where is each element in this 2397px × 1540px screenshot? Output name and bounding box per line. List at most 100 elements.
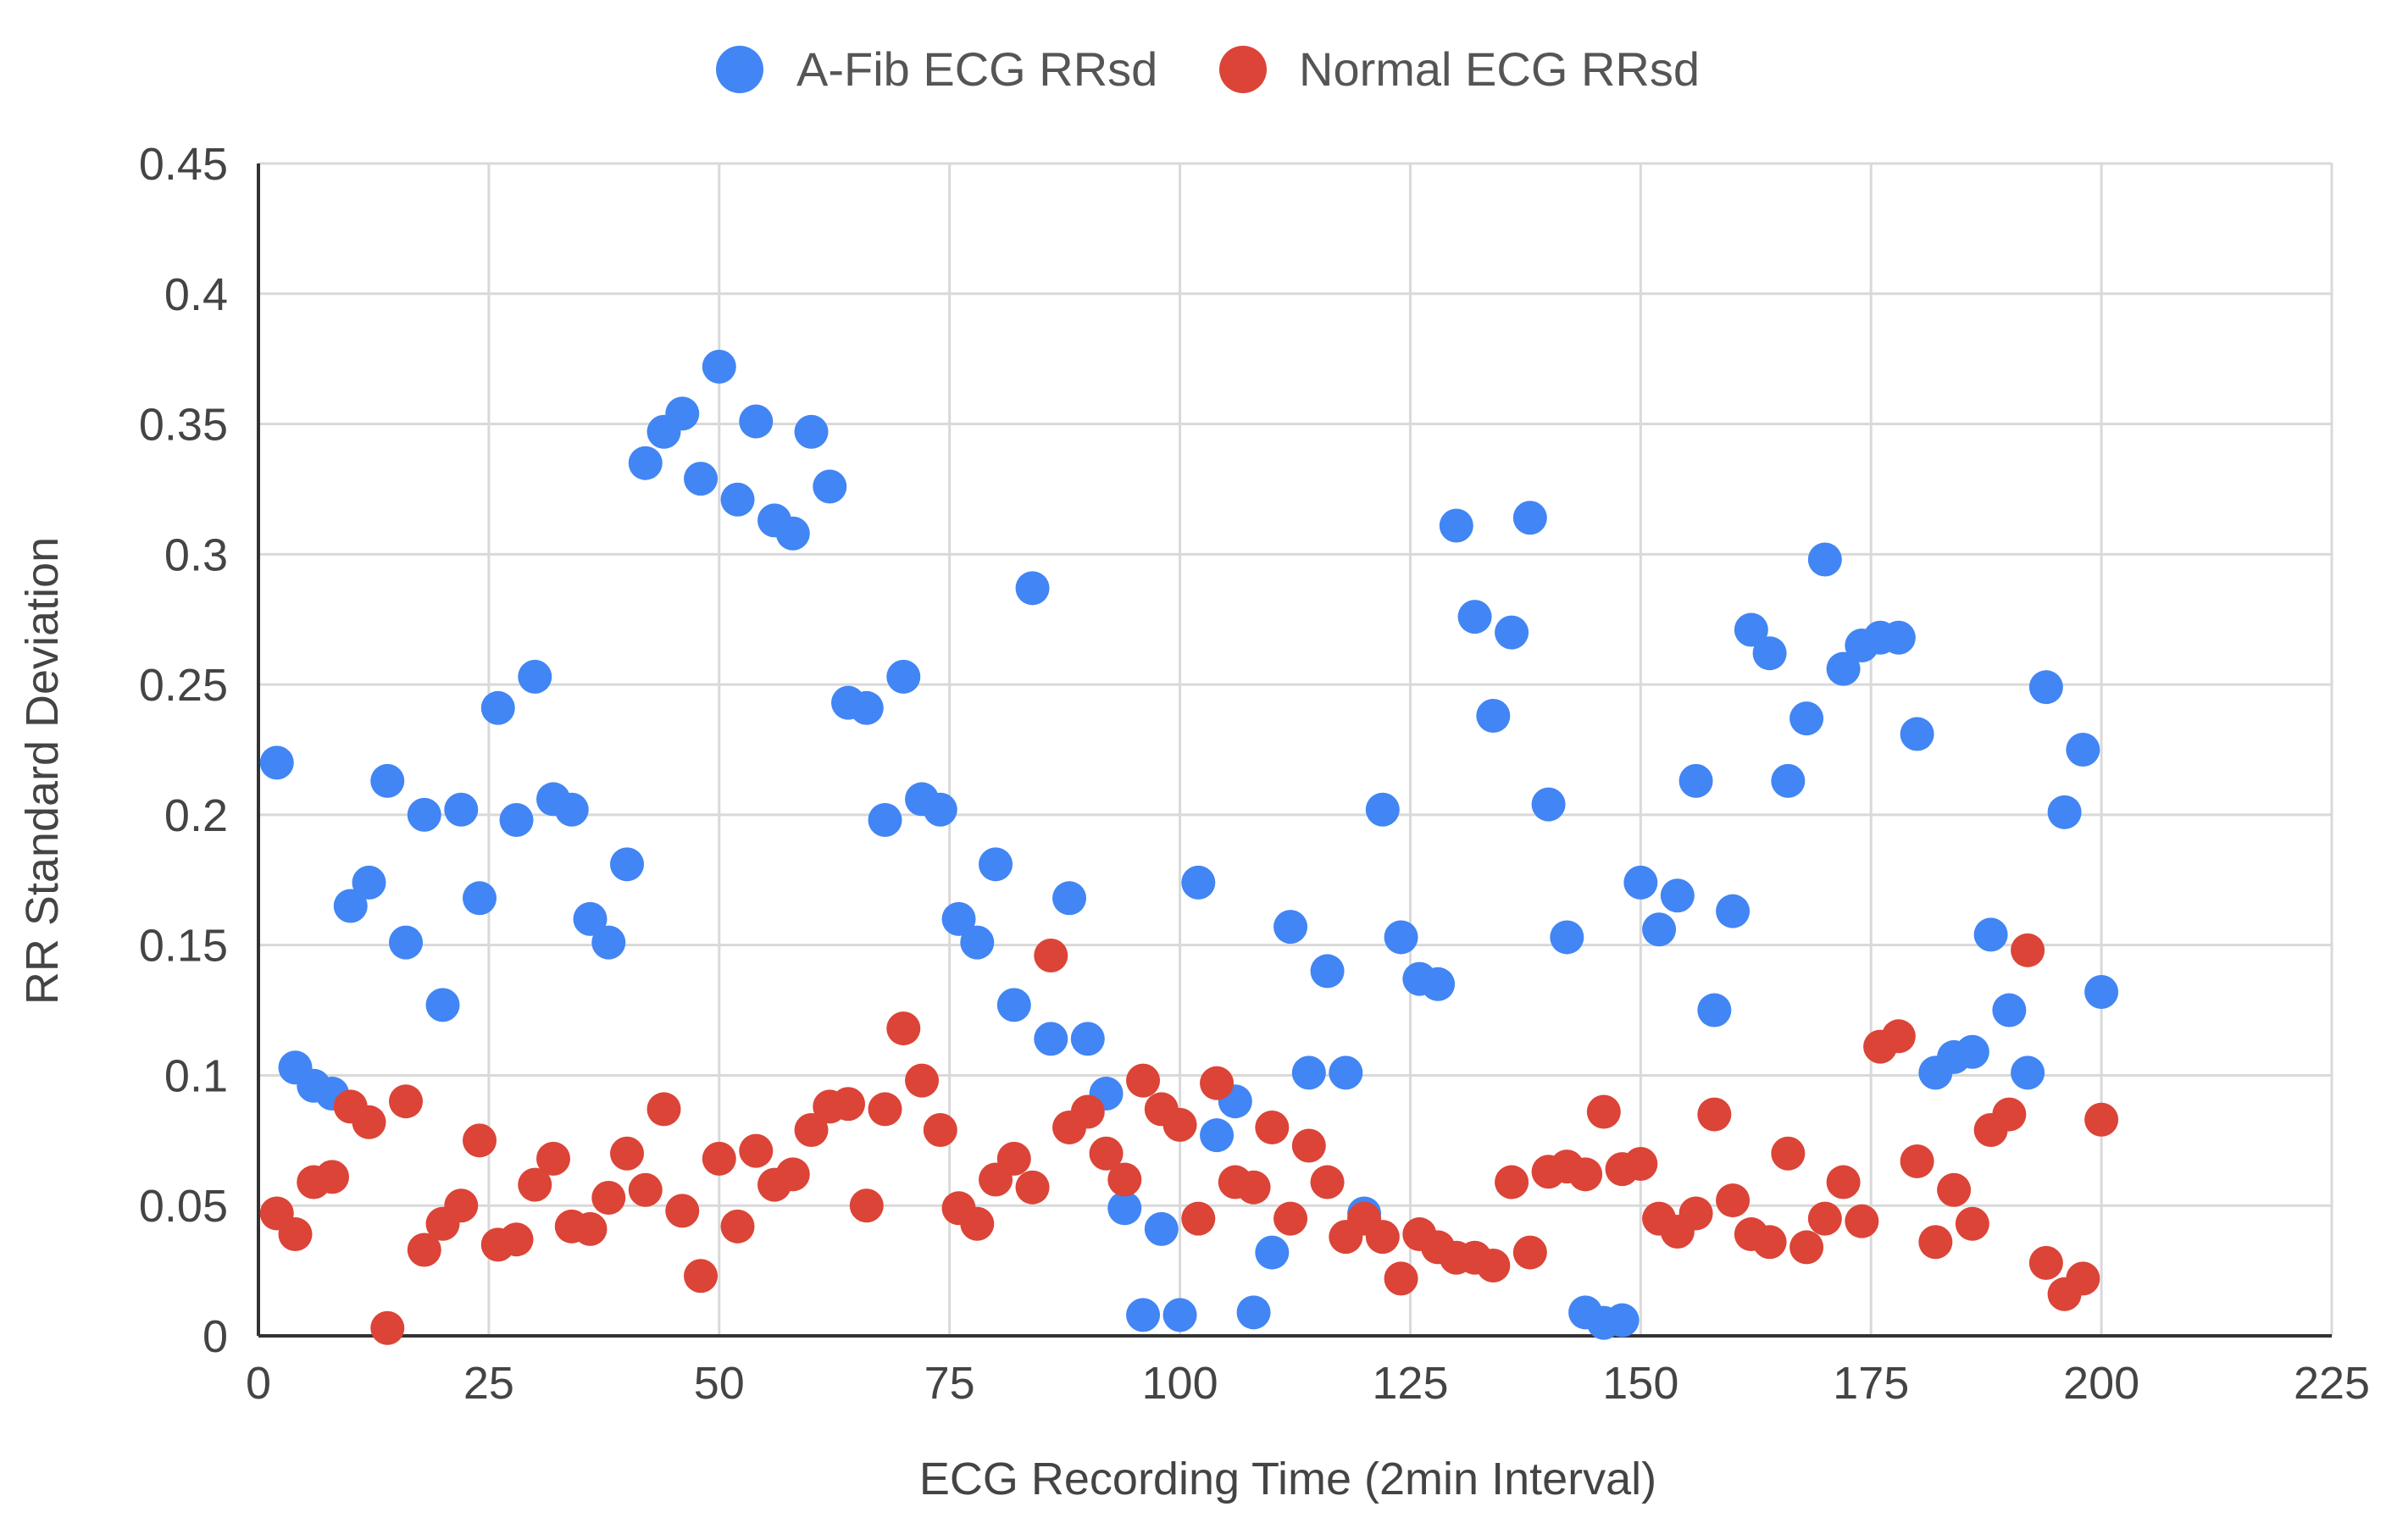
afib-point bbox=[2011, 1055, 2045, 1090]
y-tick-label: 0.4 bbox=[164, 269, 228, 320]
afib-point bbox=[1752, 636, 1787, 671]
afib-point bbox=[554, 792, 589, 827]
y-tick-label: 0.05 bbox=[139, 1181, 228, 1232]
normal-point bbox=[1900, 1144, 1934, 1178]
normal-point bbox=[996, 1141, 1031, 1176]
afib-point bbox=[2028, 670, 2063, 705]
normal-point bbox=[1807, 1201, 1842, 1236]
normal-point bbox=[831, 1087, 866, 1122]
normal-point bbox=[1881, 1019, 1916, 1054]
x-tick-label: 100 bbox=[1142, 1358, 1218, 1409]
afib-point bbox=[979, 847, 1013, 882]
afib-point bbox=[2084, 975, 2119, 1010]
afib-point bbox=[591, 925, 626, 960]
normal-point bbox=[1255, 1110, 1290, 1144]
afib-point bbox=[702, 349, 736, 384]
y-tick-label: 0.35 bbox=[139, 400, 228, 451]
afib-point bbox=[1789, 701, 1824, 736]
normal-point bbox=[315, 1160, 350, 1194]
afib-point bbox=[573, 901, 608, 936]
normal-point bbox=[849, 1188, 884, 1223]
afib-point bbox=[1015, 571, 1050, 606]
normal-point bbox=[1586, 1094, 1621, 1129]
y-tick-label: 0.45 bbox=[139, 139, 228, 190]
afib-point bbox=[389, 925, 424, 960]
afib-point bbox=[923, 792, 957, 827]
normal-point bbox=[868, 1092, 902, 1127]
afib-point bbox=[628, 446, 663, 480]
normal-point bbox=[1752, 1225, 1787, 1260]
afib-point bbox=[1200, 1118, 1235, 1153]
normal-point bbox=[1512, 1235, 1547, 1270]
afib-point bbox=[463, 881, 497, 916]
normal-point bbox=[1955, 1206, 1989, 1241]
afib-point bbox=[1512, 501, 1547, 535]
afib-point bbox=[407, 797, 441, 832]
afib-point bbox=[333, 889, 368, 923]
afib-point bbox=[775, 516, 810, 551]
normal-point bbox=[1623, 1147, 1658, 1182]
afib-point bbox=[1126, 1298, 1161, 1332]
afib-point bbox=[794, 414, 829, 449]
afib-point bbox=[1162, 1298, 1197, 1332]
normal-point bbox=[352, 1105, 386, 1139]
afib-point bbox=[1495, 615, 1529, 650]
normal-point bbox=[518, 1167, 552, 1202]
afib-point bbox=[1144, 1211, 1179, 1246]
afib-point bbox=[739, 404, 774, 439]
afib-point bbox=[1660, 878, 1695, 913]
normal-point bbox=[1273, 1201, 1308, 1236]
normal-point bbox=[1034, 938, 1068, 972]
x-tick-label: 150 bbox=[1602, 1358, 1678, 1409]
afib-point bbox=[1384, 920, 1418, 955]
afib-point bbox=[1457, 600, 1492, 634]
afib-point bbox=[1181, 865, 1216, 900]
normal-point bbox=[278, 1217, 313, 1252]
normal-point bbox=[444, 1188, 479, 1223]
afib-point bbox=[1070, 1022, 1105, 1056]
normal-point bbox=[1310, 1165, 1345, 1199]
afib-point bbox=[684, 462, 719, 496]
tick-labels: 0 25 50 75 100 125 150 175 200 225 0 0.05 0.1 0.15 0.2… bbox=[139, 139, 2370, 1409]
normal-point bbox=[794, 1113, 829, 1148]
normal-point bbox=[389, 1084, 424, 1119]
x-tick-label: 25 bbox=[463, 1358, 514, 1409]
normal-point bbox=[886, 1011, 921, 1046]
normal-point bbox=[1015, 1170, 1050, 1205]
normal-point bbox=[775, 1157, 810, 1192]
normal-point bbox=[499, 1222, 534, 1257]
normal-point bbox=[960, 1206, 995, 1241]
normal-point bbox=[646, 1092, 681, 1127]
x-tick-label: 175 bbox=[1833, 1358, 1909, 1409]
afib-point bbox=[480, 690, 515, 725]
normal-point bbox=[610, 1136, 645, 1171]
afib-point bbox=[425, 988, 460, 1022]
afib-point bbox=[352, 865, 386, 900]
afib-point bbox=[1881, 620, 1916, 655]
normal-point bbox=[1826, 1165, 1861, 1199]
normal-point bbox=[739, 1133, 774, 1168]
legend-label: Normal ECG RRsd bbox=[1299, 42, 1700, 96]
afib-point bbox=[1955, 1034, 1989, 1069]
x-tick-label: 0 bbox=[246, 1358, 271, 1409]
legend-marker bbox=[716, 46, 763, 93]
afib-point bbox=[1531, 787, 1566, 822]
afib-point bbox=[720, 482, 755, 517]
afib-point bbox=[1826, 651, 1861, 686]
afib-point bbox=[1476, 699, 1511, 734]
afib-point bbox=[1439, 508, 1473, 543]
normal-point bbox=[665, 1194, 700, 1228]
normal-point bbox=[1200, 1066, 1235, 1100]
normal-point bbox=[1365, 1220, 1400, 1255]
legend: A-Fib ECG RRsd Normal ECG RRsd bbox=[716, 42, 1700, 96]
normal-point bbox=[684, 1259, 719, 1293]
normal-point bbox=[2084, 1102, 2119, 1137]
y-tick-label: 0.1 bbox=[164, 1050, 228, 1101]
normal-point bbox=[1236, 1170, 1271, 1205]
normal-point bbox=[1771, 1136, 1806, 1171]
afib-point bbox=[1365, 792, 1400, 827]
y-tick-label: 0.3 bbox=[164, 529, 228, 580]
afib-point bbox=[518, 659, 552, 694]
afib-point bbox=[868, 803, 902, 838]
afib-point bbox=[370, 763, 405, 798]
